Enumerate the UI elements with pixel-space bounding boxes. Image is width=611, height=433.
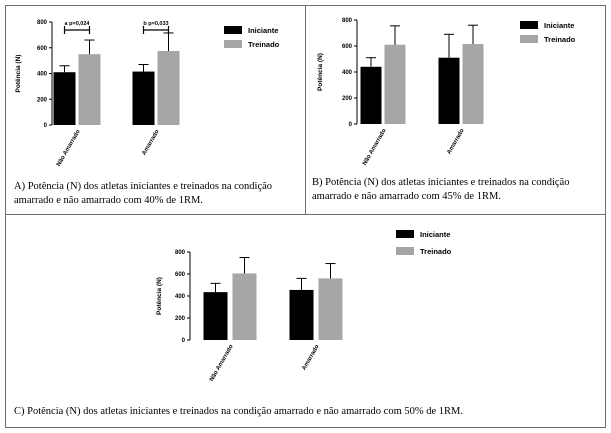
chart-c-legend-label-treinado: Treinado — [420, 247, 452, 256]
chart-a-bar-iniciante-nao-amarrado — [53, 72, 76, 125]
chart-a-bar-iniciante-amarrado — [132, 71, 155, 125]
caption-a: A) Potência (N) dos atletas iniciantes e… — [14, 181, 273, 206]
chart-b-legend-label-iniciante: Iniciante — [544, 21, 574, 30]
chart-b-y-tick-label: 400 — [342, 70, 353, 76]
chart-a-sig-annotation: b p=0,033 — [143, 21, 168, 27]
chart-c-y-tick-label: 400 — [175, 294, 186, 300]
chart-a-bar-treinado-amarrado — [157, 50, 180, 125]
chart-b-y-axis-label: Potência (N) — [317, 53, 324, 91]
chart-b-legend-swatch-treinado — [520, 35, 538, 43]
chart-c-y-tick-label: 0 — [182, 338, 186, 344]
caption-b: B) Potência (N) dos atletas iniciantes e… — [312, 177, 570, 202]
chart-a-legend-swatch-iniciante — [224, 26, 242, 34]
chart-b-legend-swatch-iniciante — [520, 21, 538, 29]
chart-b-y-tick-label: 800 — [342, 18, 353, 24]
chart-b-bar-iniciante-amarrado — [438, 57, 460, 125]
chart-b-y-tick-label: 0 — [349, 122, 353, 128]
chart-c-x-tick-label: Não Amarrado — [209, 344, 235, 383]
chart-c-bar-treinado-amarrado — [318, 278, 343, 340]
divider-horizontal — [5, 214, 606, 215]
chart-c-bar-iniciante-amarrado — [289, 289, 314, 340]
chart-c-bar-treinado-nao-amarrado — [232, 273, 257, 340]
chart-c-legend-swatch-iniciante — [396, 230, 414, 238]
chart-c-legend-label-iniciante: Iniciante — [420, 230, 450, 239]
chart-a-legend-label-treinado: Treinado — [248, 40, 280, 49]
divider-vertical — [305, 5, 306, 214]
chart-a-y-tick-label: 800 — [37, 20, 48, 26]
chart-a-bar-treinado-nao-amarrado — [78, 54, 101, 125]
chart-c-legend-swatch-treinado — [396, 247, 414, 255]
chart-b-y-tick-label: 200 — [342, 96, 353, 102]
chart-a-sig-annotation: a p=0,024 — [65, 21, 91, 27]
chart-c-y-tick-label: 200 — [175, 316, 186, 322]
chart-c-x-tick-label: Amarrado — [301, 344, 321, 372]
chart-c-bar-iniciante-nao-amarrado — [203, 292, 228, 340]
chart-a-y-tick-label: 600 — [37, 46, 48, 52]
chart-c-y-tick-label: 800 — [175, 250, 186, 256]
chart-c-y-tick-label: 600 — [175, 272, 186, 278]
caption-c: C) Potência (N) dos atletas iniciantes e… — [14, 406, 464, 417]
chart-b-bar-treinado-amarrado — [462, 44, 484, 124]
chart-a-y-tick-label: 200 — [37, 97, 48, 103]
chart-b-y-tick-label: 600 — [342, 44, 353, 50]
chart-c-y-axis-label: Potência (N) — [156, 277, 163, 315]
chart-a-legend-label-iniciante: Iniciante — [248, 26, 278, 35]
chart-b-legend-label-treinado: Treinado — [544, 35, 576, 44]
chart-b-bar-iniciante-nao-amarrado — [360, 66, 382, 124]
chart-a-legend-swatch-treinado — [224, 40, 242, 48]
chart-a-y-axis-label: Potência (N) — [15, 55, 22, 93]
chart-a-y-tick-label: 400 — [37, 72, 48, 78]
chart-b-bar-treinado-nao-amarrado — [384, 44, 406, 125]
chart-a-y-tick-label: 0 — [44, 123, 48, 129]
